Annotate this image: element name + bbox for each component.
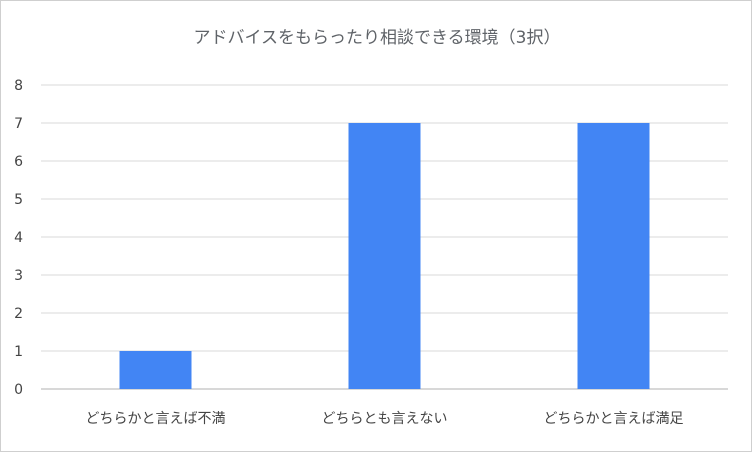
y-tick-label: 4 bbox=[14, 230, 23, 246]
y-tick-label: 1 bbox=[14, 344, 23, 360]
y-tick-label: 3 bbox=[14, 268, 23, 284]
x-axis-categories: どちらかと言えば不満 どちらとも言えない どちらかと言えば満足 bbox=[86, 411, 684, 427]
y-tick-label: 2 bbox=[14, 306, 23, 322]
y-tick-label: 0 bbox=[14, 382, 23, 398]
bar bbox=[119, 351, 192, 389]
y-tick-label: 8 bbox=[14, 78, 23, 94]
y-tick-label: 5 bbox=[14, 192, 23, 208]
y-tick-label: 7 bbox=[14, 116, 23, 132]
bar bbox=[577, 123, 650, 389]
x-category-label: どちらかと言えば不満 bbox=[86, 411, 226, 427]
x-category-label: どちらとも言えない bbox=[322, 411, 448, 427]
y-axis-ticks: 0 1 2 3 4 5 6 7 8 bbox=[14, 78, 23, 398]
chart-title: アドバイスをもらったり相談できる環境（3択） bbox=[193, 28, 561, 48]
bar bbox=[348, 123, 421, 389]
y-tick-label: 6 bbox=[14, 154, 23, 170]
x-category-label: どちらかと言えば満足 bbox=[544, 411, 684, 427]
bars bbox=[119, 123, 650, 389]
